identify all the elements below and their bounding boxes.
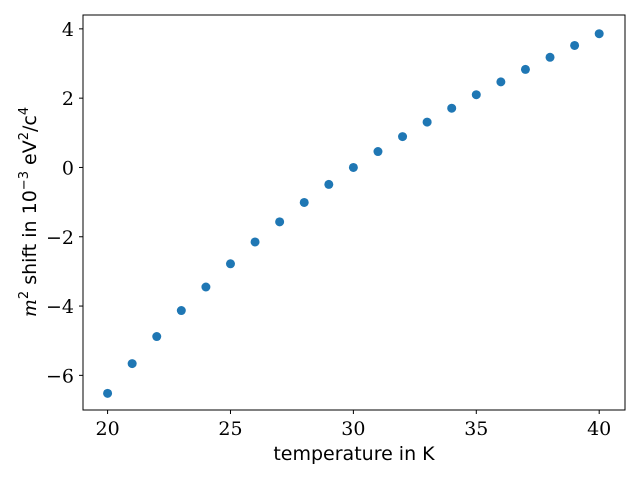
data-point (348, 162, 358, 172)
data-point (250, 237, 260, 247)
x-axis-label: temperature in K (273, 443, 435, 465)
data-point (275, 217, 285, 227)
y-tick-label: 4 (62, 19, 74, 41)
data-point (447, 103, 457, 113)
x-tick-label: 20 (95, 418, 119, 440)
data-point (471, 90, 481, 100)
x-tick-label: 30 (341, 418, 365, 440)
data-point (299, 197, 309, 207)
y-tick-label: −6 (46, 365, 74, 387)
data-point (373, 147, 383, 157)
x-tick-label: 40 (587, 418, 611, 440)
data-point (201, 282, 211, 292)
data-point (152, 332, 162, 342)
data-point (127, 359, 137, 369)
x-tick-label: 35 (464, 418, 488, 440)
y-tick-label: −4 (46, 296, 74, 318)
y-axis-ticks: −6 −4 −2 0 2 4 (46, 19, 83, 387)
data-point (398, 132, 408, 142)
x-axis-ticks: 20 25 30 35 40 (95, 410, 611, 440)
y-tick-label: −2 (46, 227, 74, 249)
data-point (103, 388, 113, 398)
data-point (422, 117, 432, 127)
data-point (570, 40, 580, 50)
data-point (594, 29, 604, 39)
data-point (225, 259, 235, 269)
y-tick-label: 0 (62, 157, 74, 179)
plot-frame (82, 14, 626, 411)
y-tick-label: 2 (62, 88, 74, 110)
data-point (324, 179, 334, 189)
data-point (545, 52, 555, 62)
y-axis-label: m2 shift in 10−3 eV2/c4 (17, 107, 41, 317)
data-point (176, 306, 186, 316)
data-point (520, 64, 530, 74)
x-tick-label: 25 (218, 418, 242, 440)
data-points (103, 29, 604, 398)
data-point (496, 77, 506, 87)
